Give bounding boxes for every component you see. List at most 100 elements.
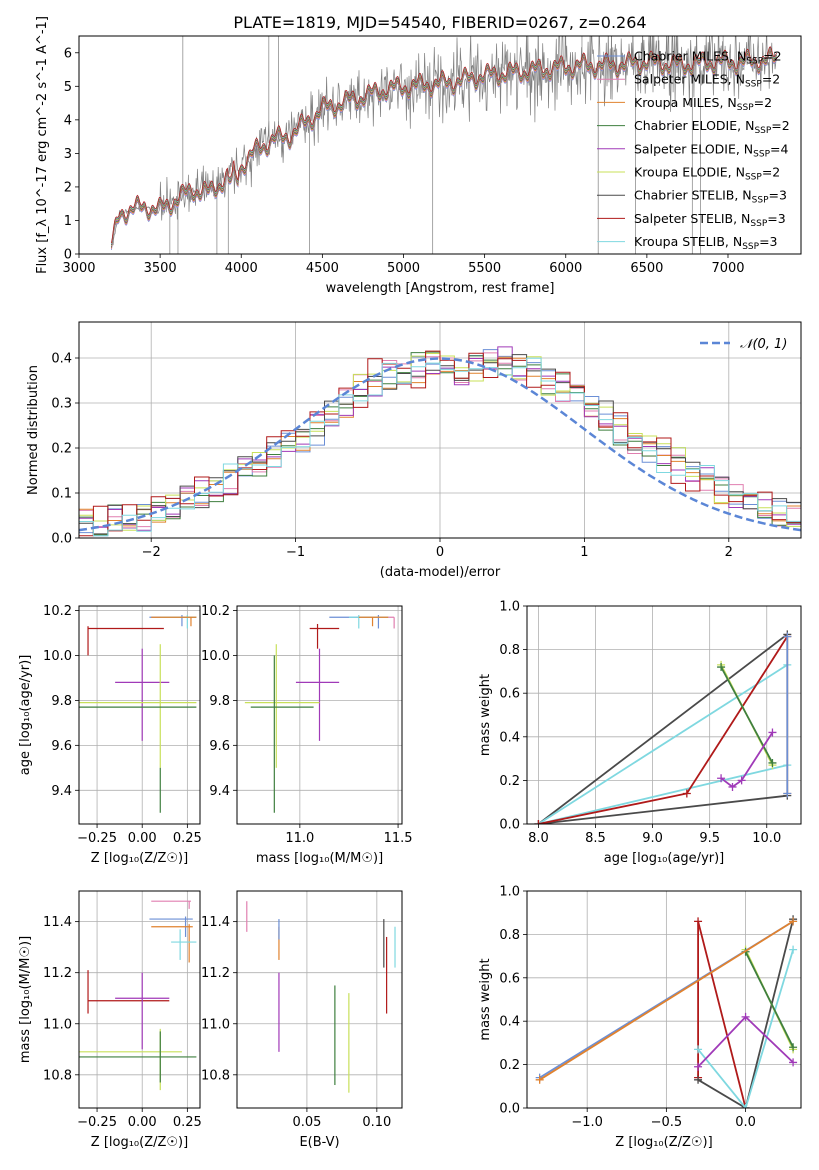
plot-area bbox=[111, 36, 778, 254]
histogram-kroupa_stelib bbox=[79, 357, 801, 537]
weight-z-line-kroupa_stelib bbox=[697, 949, 794, 1108]
x-tick-label: 8.5 bbox=[585, 831, 606, 846]
weight-z-line-chabrier_elodie bbox=[744, 951, 794, 1048]
plot-area bbox=[79, 606, 200, 824]
weight-z-marker-chabrier_elodie bbox=[789, 1043, 798, 1052]
weight-z-marker-salpeter_elodie bbox=[741, 1012, 750, 1021]
x-tick-label: −0.25 bbox=[77, 831, 117, 846]
x-tick-label: 9.0 bbox=[642, 831, 663, 846]
x-tick-label: −2 bbox=[142, 545, 161, 560]
axes-frame bbox=[236, 890, 403, 1109]
y-tick-label: 1.0 bbox=[499, 885, 520, 900]
y-tick-label: 0.2 bbox=[499, 774, 520, 789]
y-tick-label: 0.8 bbox=[499, 643, 520, 658]
y-tick-label: 10.8 bbox=[201, 1068, 230, 1083]
x-tick-label: 2 bbox=[725, 545, 733, 560]
x-axis-label: Z [log₁₀(Z/Z☉)] bbox=[615, 1135, 712, 1150]
histogram-salpeter_stelib bbox=[79, 350, 801, 537]
x-tick-label: 7000 bbox=[711, 261, 744, 276]
y-tick-label: 0.0 bbox=[499, 1102, 520, 1117]
y-tick-label: 11.4 bbox=[43, 915, 72, 930]
legend-label-kroupa_elodie: Kroupa ELODIE, NSSP=2 bbox=[634, 165, 780, 183]
legend-label-salpeter_elodie: Salpeter ELODIE, NSSP=4 bbox=[634, 141, 789, 159]
weight-age-marker-salpeter_stelib bbox=[534, 820, 543, 824]
weight-z-line-chabrier_stelib bbox=[697, 918, 794, 1108]
residual-histogram-panel: −2 −1 0 1 2 0.0 0.1 0.2 0.3 0.4 (data-model)/error… bbox=[26, 321, 802, 580]
x-tick-label: 11.5 bbox=[384, 831, 413, 846]
x-tick-label: 8.0 bbox=[528, 831, 549, 846]
x-tick-label: 11.0 bbox=[285, 831, 314, 846]
x-tick-label: 4500 bbox=[306, 261, 339, 276]
weight-age-marker-chabrier_elodie bbox=[717, 663, 726, 672]
y-tick-label: 0.4 bbox=[499, 730, 520, 745]
plot-area bbox=[527, 606, 801, 824]
y-tick-label: 6 bbox=[64, 46, 72, 61]
y-tick-label: 10.2 bbox=[43, 604, 72, 619]
y-tick-label: 11.0 bbox=[201, 1017, 230, 1032]
mass-vs-ebv-panel: 0.05 0.10 10.8 11.0 11.2 11.4 E(B-V) bbox=[201, 890, 403, 1150]
y-tick-label: 9.6 bbox=[51, 739, 72, 754]
weight-age-marker-salpeter_elodie bbox=[728, 782, 737, 791]
x-tick-label: −0.5 bbox=[651, 1115, 683, 1130]
x-tick-label: 3000 bbox=[62, 261, 95, 276]
y-tick-label: 1.0 bbox=[499, 600, 520, 615]
y-tick-label: 10.0 bbox=[43, 649, 72, 664]
x-axis-label: E(B-V) bbox=[299, 1135, 339, 1150]
y-tick-label: 0.8 bbox=[499, 928, 520, 943]
age-vs-metallicity-panel: −0.25 0.00 0.25 9.4 9.6 9.8 10.0 10.2 Z [log₁₀(Z… bbox=[18, 604, 202, 866]
x-tick-label: 4000 bbox=[225, 261, 258, 276]
x-tick-label: 1 bbox=[580, 545, 588, 560]
weight-age-marker-salpeter_stelib bbox=[682, 789, 691, 798]
mass-vs-metallicity-panel: −0.25 0.00 0.25 10.8 11.0 11.2 11.4 Z [log₁₀(Z/… bbox=[18, 890, 202, 1150]
x-tick-label: 0.10 bbox=[362, 1115, 391, 1130]
weight-age-line-salpeter_elodie bbox=[720, 731, 774, 789]
y-tick-label: 0.4 bbox=[499, 1015, 520, 1030]
x-tick-label: 9.5 bbox=[699, 831, 720, 846]
plot-area bbox=[527, 891, 801, 1108]
y-axis-label: Flux [f_λ 10^-17 erg cm^-2 s^-1 A^-1] bbox=[35, 16, 50, 274]
x-axis-label: age [log₁₀(age/yr)] bbox=[604, 851, 725, 866]
axes-frame bbox=[78, 890, 201, 1109]
y-axis-label: mass [log₁₀(M/M☉)] bbox=[18, 936, 33, 1063]
axes-frame bbox=[78, 321, 802, 539]
y-tick-label: 9.6 bbox=[209, 739, 230, 754]
y-tick-label: 11.2 bbox=[43, 966, 72, 981]
axes-frame bbox=[526, 605, 802, 825]
age-vs-mass-panel: 11.0 11.5 9.4 9.6 9.8 10.0 10.2 mass [log₁₀(M/M… bbox=[201, 604, 413, 866]
x-axis-label: wavelength [Angstrom, rest frame] bbox=[326, 281, 555, 296]
y-axis-label: age [log₁₀(age/yr)] bbox=[18, 655, 33, 776]
y-tick-label: 10.8 bbox=[43, 1068, 72, 1083]
legend-label-chabrier_miles: Chabrier MILES, NSSP=2 bbox=[634, 49, 782, 67]
axes-frame bbox=[78, 35, 802, 255]
x-tick-label: 3500 bbox=[144, 261, 177, 276]
weight-z-marker-salpeter_elodie bbox=[789, 1058, 798, 1067]
y-tick-label: 0.2 bbox=[51, 442, 72, 457]
histogram-chabrier_elodie bbox=[79, 351, 801, 536]
y-tick-label: 9.8 bbox=[51, 694, 72, 709]
y-tick-label: 11.2 bbox=[201, 966, 230, 981]
x-tick-label: 0.25 bbox=[173, 1115, 202, 1130]
y-tick-label: 0.1 bbox=[51, 487, 72, 502]
weight-age-marker-salpeter_elodie bbox=[737, 776, 746, 785]
x-tick-label: 0.05 bbox=[292, 1115, 321, 1130]
weight-age-marker-chabrier_elodie bbox=[768, 758, 777, 767]
y-tick-label: 2 bbox=[64, 180, 72, 195]
weight-z-marker-kroupa_stelib bbox=[741, 1104, 750, 1108]
x-tick-label: 5500 bbox=[468, 261, 501, 276]
weight-age-marker-chabrier_miles bbox=[783, 632, 792, 641]
weight-z-marker-kroupa_miles bbox=[789, 917, 798, 926]
x-tick-label: −0.25 bbox=[77, 1115, 117, 1130]
weight-z-line-kroupa_miles bbox=[539, 920, 794, 1081]
weight-vs-age-panel: 8.0 8.5 9.0 9.5 10.0 0.0 0.2 0.4 0.6 0.8 1.0 age [l… bbox=[478, 600, 802, 866]
legend-label-salpeter_miles: Salpeter MILES, NSSP=2 bbox=[634, 72, 780, 90]
y-tick-label: 10.0 bbox=[201, 649, 230, 664]
model-spectrum-salpeter_stelib bbox=[111, 46, 778, 244]
normal-curve bbox=[79, 357, 801, 532]
weight-z-marker-kroupa_miles bbox=[535, 1075, 544, 1084]
y-axis-label: Normed distribution bbox=[26, 365, 41, 495]
y-tick-label: 5 bbox=[64, 80, 72, 95]
legend-label-chabrier_elodie: Chabrier ELODIE, NSSP=2 bbox=[634, 118, 790, 136]
weight-z-marker-chabrier_stelib bbox=[694, 1075, 703, 1084]
y-tick-label: 9.4 bbox=[51, 784, 72, 799]
y-tick-label: 9.4 bbox=[209, 784, 230, 799]
